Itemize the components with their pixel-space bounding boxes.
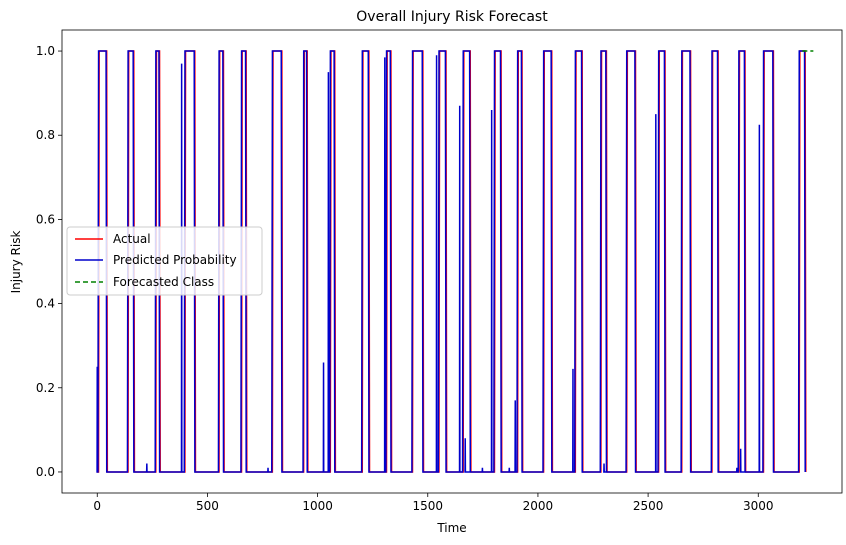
y-tick-label: 0.2: [36, 381, 55, 395]
legend-label-actual: Actual: [113, 232, 151, 246]
y-tick-label: 0.0: [36, 465, 55, 479]
y-tick-label: 0.4: [36, 297, 55, 311]
x-tick-label: 3000: [743, 499, 774, 513]
legend: Actual Predicted Probability Forecasted …: [66, 226, 263, 296]
y-tick-label: 1.0: [36, 44, 55, 58]
y-tick-label: 0.6: [36, 212, 55, 226]
legend-label-predicted: Predicted Probability: [113, 253, 237, 267]
chart-title: Overall Injury Risk Forecast: [356, 9, 548, 25]
x-tick-label: 2500: [633, 499, 664, 513]
series-predicted-probability: [96, 50, 806, 473]
legend-box: [66, 226, 263, 296]
x-axis-title: Time: [436, 521, 466, 535]
x-tick-label: 1500: [412, 499, 443, 513]
x-axis: 0 500 1000 1500 2000 2500 3000: [93, 493, 774, 513]
y-axis: 0.0 0.2 0.4 0.6 0.8 1.0: [36, 44, 62, 479]
y-axis-title: Injury Risk: [9, 231, 23, 294]
x-tick-label: 1000: [302, 499, 333, 513]
plot-frame: [61, 29, 843, 494]
x-tick-label: 0: [93, 499, 101, 513]
legend-label-forecasted: Forecasted Class: [113, 275, 214, 289]
x-tick-label: 2000: [523, 499, 554, 513]
plot-area: [96, 50, 814, 473]
x-tick-label: 500: [196, 499, 219, 513]
y-tick-label: 0.8: [36, 128, 55, 142]
series-layer: [96, 50, 814, 473]
